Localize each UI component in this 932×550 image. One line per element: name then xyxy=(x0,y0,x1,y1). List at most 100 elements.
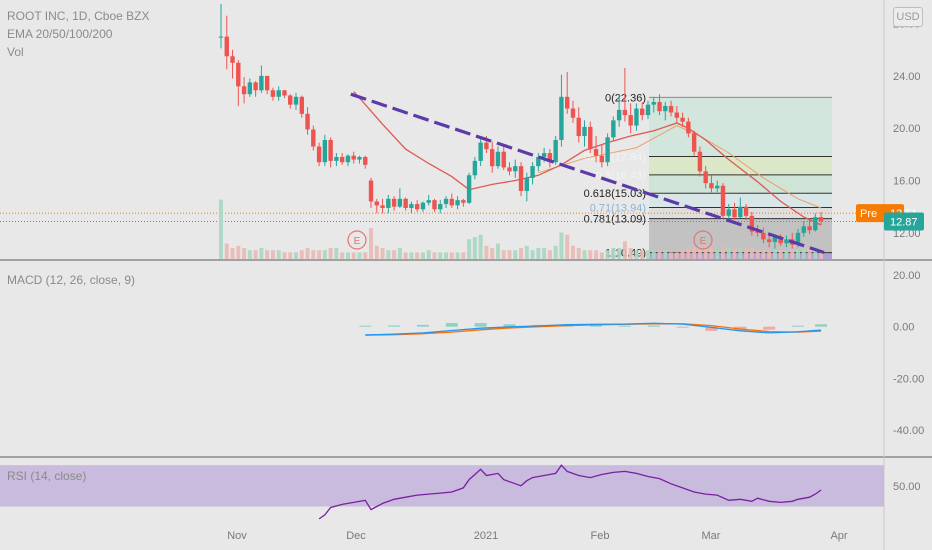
volume-bar xyxy=(680,250,685,259)
volume-bar xyxy=(755,250,760,259)
candle-body xyxy=(743,206,749,216)
earnings-marker-label: E xyxy=(700,236,707,247)
candle-body xyxy=(264,75,270,91)
candle-body xyxy=(576,117,581,137)
volume-bar xyxy=(270,250,275,259)
volume-bar xyxy=(444,252,449,259)
volume-bar xyxy=(697,245,702,259)
fib-zone xyxy=(649,174,832,194)
candle-body xyxy=(720,185,726,216)
volume-bar xyxy=(369,228,374,259)
signal-line xyxy=(365,323,822,336)
volume-bar xyxy=(392,250,397,259)
candle-body xyxy=(784,239,789,244)
candle-body xyxy=(634,108,639,126)
macd-legend: MACD (12, 26, close, 9) xyxy=(7,273,136,287)
price-axis-tick: 16.00 xyxy=(893,176,921,188)
volume-bar xyxy=(645,250,650,259)
volume-bar xyxy=(224,243,229,259)
candle-body xyxy=(241,86,247,95)
candle-body xyxy=(409,204,414,208)
volume-bar xyxy=(709,248,714,259)
volume-bar xyxy=(674,252,679,259)
candle-body xyxy=(691,133,697,152)
macd-line xyxy=(365,322,822,336)
macd-histogram-bar xyxy=(647,325,660,327)
currency-button[interactable]: USD xyxy=(893,7,923,27)
volume-bar xyxy=(449,252,454,259)
candle-body xyxy=(438,204,443,210)
macd-histogram-bar xyxy=(705,326,718,331)
rsi-axis-tick: 50.00 xyxy=(893,481,921,493)
rsi-band xyxy=(0,465,884,507)
symbol-title: ROOT INC, 1D, Cboe BZX xyxy=(7,9,150,23)
fib-level-label: 0(22.36) xyxy=(605,92,646,104)
volume-bar xyxy=(732,248,737,259)
volume-bar xyxy=(530,250,535,259)
candle-body xyxy=(316,146,322,163)
volume-bar xyxy=(790,250,795,259)
volume-bar xyxy=(432,252,437,259)
candle-body xyxy=(570,108,576,118)
candle-body xyxy=(616,109,622,121)
ema-line xyxy=(353,91,822,226)
volume-bar xyxy=(720,245,725,259)
candle-body xyxy=(247,82,253,95)
volume-bar xyxy=(692,248,697,259)
candle-body xyxy=(339,156,345,163)
candle-body xyxy=(703,171,708,184)
time-axis-tick: Dec xyxy=(346,530,366,542)
candle-body xyxy=(761,232,766,240)
volume-bar xyxy=(415,252,420,259)
macd-histogram-bar xyxy=(763,326,776,330)
candle-body xyxy=(582,126,587,137)
volume-bar xyxy=(519,248,524,259)
volume-bar xyxy=(490,248,495,259)
volume-bar xyxy=(420,252,425,259)
fib-level-label: 0.381(17.84) xyxy=(584,151,646,163)
candle-body xyxy=(432,200,437,210)
volume-bar xyxy=(778,250,783,259)
price-axis-tick: 20.00 xyxy=(893,123,921,135)
time-axis-tick: Apr xyxy=(830,530,847,542)
volume-bar xyxy=(247,250,252,259)
candle-body xyxy=(397,198,403,207)
candle-body xyxy=(715,185,720,189)
volume-bar xyxy=(663,250,668,259)
candle-body xyxy=(611,120,616,138)
volume-bar xyxy=(380,248,385,259)
volume-legend: Vol xyxy=(7,45,24,59)
volume-bar xyxy=(651,250,656,259)
candle-body xyxy=(501,151,506,168)
volume-bar xyxy=(634,250,639,259)
candle-body xyxy=(484,142,489,150)
candle-body xyxy=(472,160,478,176)
volume-bar xyxy=(813,248,818,259)
candle-body xyxy=(680,117,685,122)
volume-bar xyxy=(801,248,806,259)
volume-bar xyxy=(784,250,789,259)
time-axis-tick: Nov xyxy=(227,530,247,542)
candle-body xyxy=(224,36,229,57)
macd-histogram-bar xyxy=(618,325,631,327)
candle-body xyxy=(709,183,714,189)
volume-bar xyxy=(565,234,570,259)
volume-bar xyxy=(276,250,281,259)
trendline xyxy=(350,92,825,254)
volume-bar xyxy=(305,248,310,259)
candle-body xyxy=(813,217,818,231)
candle-body xyxy=(495,151,501,167)
macd-histogram-bar xyxy=(416,324,429,327)
candle-body xyxy=(403,198,408,208)
volume-bar xyxy=(288,252,293,259)
earnings-marker-label: E xyxy=(354,236,361,247)
candle-body xyxy=(686,121,691,134)
volume-bar xyxy=(640,250,645,259)
candle-body xyxy=(749,215,755,232)
candle-body xyxy=(374,201,379,206)
price-axis-tick: 24.00 xyxy=(893,71,921,83)
candle-body xyxy=(674,112,680,118)
candle-body xyxy=(795,232,801,245)
candle-body xyxy=(489,149,495,167)
